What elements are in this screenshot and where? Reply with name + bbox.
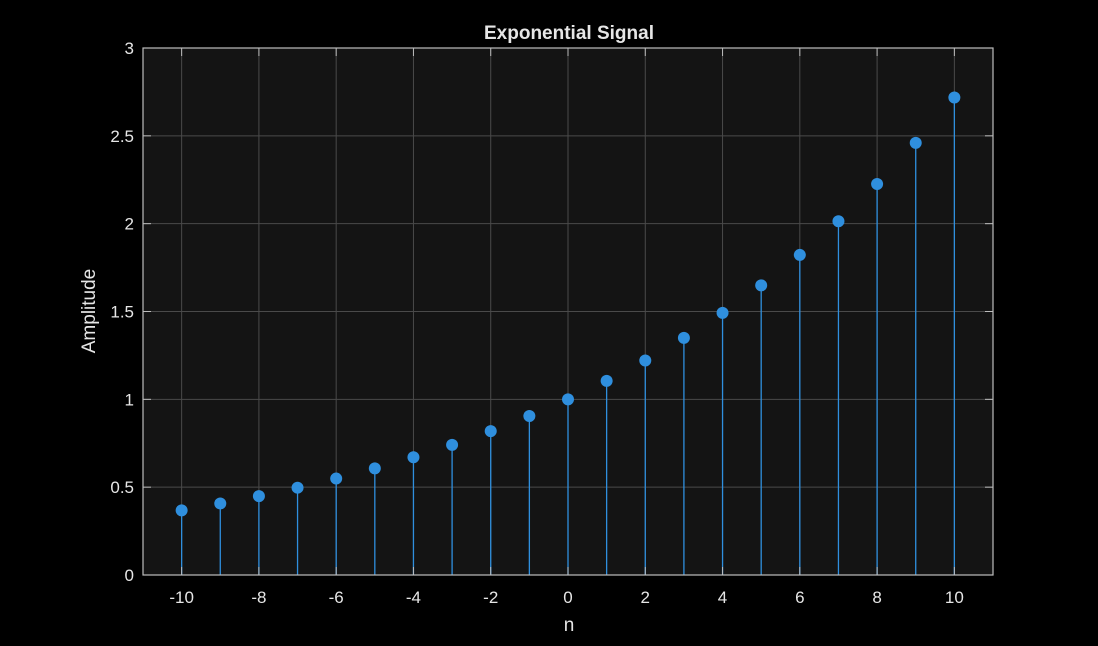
x-tick-label: -10 xyxy=(169,588,194,607)
stem-series xyxy=(175,91,961,575)
stem-marker xyxy=(793,248,806,261)
x-tick-label: -6 xyxy=(329,588,344,607)
stem-marker xyxy=(484,425,497,438)
y-tick-label: 1.5 xyxy=(110,303,134,322)
stem-marker xyxy=(214,497,227,510)
stem-marker xyxy=(368,462,381,475)
y-tick-label: 1 xyxy=(125,390,134,409)
stem-marker xyxy=(909,136,922,149)
x-tick-label: -8 xyxy=(251,588,266,607)
stem-marker xyxy=(252,490,265,503)
stem-marker xyxy=(330,472,343,485)
stem-marker xyxy=(755,279,768,292)
y-tick-label: 2.5 xyxy=(110,127,134,146)
y-tick-label: 0 xyxy=(125,566,134,585)
x-tick-label: 4 xyxy=(718,588,727,607)
y-tick-labels: 0 0.5 1 1.5 2 2.5 3 xyxy=(110,39,134,585)
x-tick-label: -2 xyxy=(483,588,498,607)
y-tick-label: 3 xyxy=(125,39,134,58)
stem-marker xyxy=(175,504,188,517)
stem-marker xyxy=(562,393,574,406)
stem-marker xyxy=(291,481,304,494)
stem-marker xyxy=(407,451,420,464)
x-tick-label: -4 xyxy=(406,588,421,607)
stem-marker xyxy=(600,374,613,387)
x-tick-labels: -10 -8 -6 -4 -2 0 2 4 6 8 10 xyxy=(169,588,963,607)
x-tick-label: 10 xyxy=(945,588,964,607)
stem-marker xyxy=(948,91,961,104)
stem-marker xyxy=(871,177,884,190)
x-tick-label: 0 xyxy=(563,588,572,607)
y-tick-label: 2 xyxy=(125,215,134,234)
stem-marker xyxy=(716,306,729,319)
x-tick-label: 2 xyxy=(641,588,650,607)
stem-marker xyxy=(446,438,459,451)
axis-ticks xyxy=(143,47,993,576)
x-axis-label: n xyxy=(564,615,575,636)
stem-marker xyxy=(677,331,690,344)
stem-marker xyxy=(832,215,845,228)
x-tick-label: 6 xyxy=(795,588,804,607)
stem-marker xyxy=(639,354,652,367)
y-axis-label: Amplitude xyxy=(79,269,100,354)
chart-title: Exponential Signal xyxy=(484,23,654,44)
y-tick-label: 0.5 xyxy=(110,478,134,497)
stem-marker xyxy=(523,410,536,423)
x-tick-label: 8 xyxy=(872,588,881,607)
